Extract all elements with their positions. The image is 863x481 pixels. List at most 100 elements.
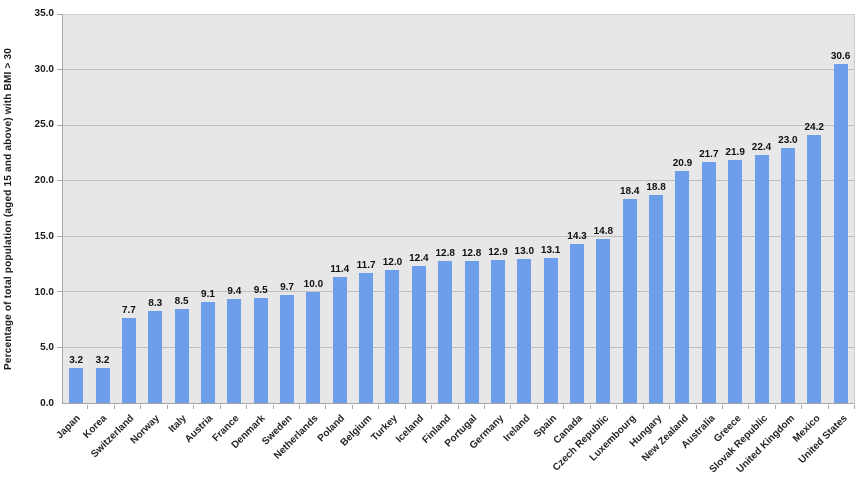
x-tick-cell [379, 405, 406, 409]
bar-column: 14.8 [590, 15, 616, 403]
bar-value-label: 20.9 [672, 158, 693, 170]
x-tick-cell [829, 405, 856, 409]
gridline [63, 180, 854, 182]
bar-value-label: 14.8 [593, 225, 614, 237]
y-tick-label: 15.0 [34, 230, 54, 242]
bar-value-label: 9.7 [280, 282, 294, 294]
bar [701, 162, 716, 403]
x-tick-cell [459, 405, 485, 409]
x-tick-cell [538, 405, 565, 409]
bar-column: 21.7 [696, 15, 722, 403]
x-tick-cell [511, 405, 538, 409]
x-tick-cell [115, 405, 142, 409]
bar-column: 20.9 [669, 15, 695, 403]
x-axis-tick-marks [62, 405, 856, 409]
bar-value-label: 24.2 [804, 121, 824, 133]
bar-column: 7.7 [116, 15, 142, 403]
bar [596, 238, 611, 403]
bar-column: 18.8 [643, 15, 669, 403]
bar [200, 302, 215, 403]
gridline [63, 69, 854, 71]
x-tick-cell [670, 405, 697, 409]
bar-value-label: 30.6 [830, 50, 851, 62]
y-tick-mark [57, 124, 62, 126]
x-tick-cell [485, 405, 512, 409]
x-tick-cell [723, 405, 750, 409]
y-tick-mark [57, 14, 62, 15]
bar-value-label: 9.5 [253, 284, 268, 296]
bar-column: 12.8 [432, 15, 458, 403]
bar [306, 292, 321, 403]
y-tick-mark [57, 69, 62, 71]
x-tick-cell [141, 405, 168, 409]
x-tick-cell [564, 405, 591, 409]
gridline [63, 291, 854, 293]
bar [121, 317, 136, 403]
bar-column: 21.9 [722, 15, 748, 403]
bar-column: 3.2 [63, 15, 89, 403]
bar [675, 171, 690, 403]
bar-value-label: 14.3 [567, 231, 587, 243]
bar-value-label: 12.4 [409, 252, 429, 264]
bar [570, 244, 584, 403]
bar-value-label: 3.2 [69, 354, 84, 366]
x-category-label: United States [796, 413, 850, 466]
bar-column: 12.0 [379, 15, 405, 403]
bar-column: 8.3 [142, 15, 168, 403]
x-tick-cell [697, 405, 723, 409]
x-tick-cell [353, 405, 380, 409]
x-tick-cell [432, 405, 459, 409]
bar-value-label: 18.8 [646, 181, 666, 193]
bar-value-label: 18.4 [619, 186, 640, 198]
bar-value-label: 12.8 [461, 248, 482, 260]
bar-column: 18.4 [617, 15, 643, 403]
bar [464, 261, 479, 403]
x-tick-cell [406, 405, 433, 409]
x-category-label: Ireland [501, 413, 533, 444]
x-tick-cell [247, 405, 274, 409]
bar-value-label: 9.4 [227, 285, 242, 297]
bar [148, 311, 163, 403]
y-tick-label: 25.0 [34, 119, 54, 131]
bar [780, 148, 795, 403]
bar-value-label: 23.0 [778, 135, 798, 147]
bar-column: 23.0 [775, 15, 801, 403]
bar-column: 9.4 [221, 15, 247, 403]
bar-series: 3.2 3.2 7.7 8.3 8.5 9.1 9.4 9.5 9.7 10.0 11.4 11.7 1… [63, 15, 854, 403]
bar-value-label: 13.1 [540, 244, 561, 256]
bar-value-label: 13.0 [514, 245, 535, 257]
y-tick-mark [57, 180, 62, 182]
y-axis-title: Percentage of total population (aged 15 … [0, 14, 16, 404]
y-tick-mark [57, 346, 62, 348]
bar-value-label: 21.7 [699, 149, 719, 161]
x-tick-cell [221, 405, 248, 409]
bar [95, 367, 110, 403]
bar [359, 273, 374, 403]
x-tick-cell [274, 405, 300, 409]
plot-area: 3.2 3.2 7.7 8.3 8.5 9.1 9.4 9.5 9.7 10.0 11.4 11.7 1… [57, 14, 855, 404]
x-tick-cell [802, 405, 829, 409]
x-category-label: Japan [54, 413, 83, 442]
bar-value-label: 8.3 [148, 298, 163, 309]
bar-column: 13.0 [511, 15, 537, 403]
bar [649, 194, 664, 403]
bar [517, 258, 532, 403]
bar-value-label: 11.7 [356, 260, 376, 272]
bar-value-label: 9.1 [201, 289, 215, 301]
bar [543, 257, 558, 403]
bar-value-label: 12.0 [382, 256, 403, 268]
bar-value-label: 10.0 [303, 279, 324, 291]
bar [332, 276, 347, 403]
x-tick-cell [168, 405, 195, 409]
bar [69, 367, 84, 403]
bar-value-label: 21.9 [725, 147, 745, 159]
bar-value-label: 11.4 [330, 263, 350, 275]
y-tick-mark [57, 235, 62, 237]
x-tick-cell [88, 405, 115, 409]
x-tick-cell [300, 405, 327, 409]
y-axis-tick-labels: 0.0 5.0 10.0 15.0 20.0 25.0 30.0 35.0 [16, 9, 58, 409]
bar [754, 154, 769, 403]
bar-column: 13.1 [537, 15, 563, 403]
bar [728, 160, 743, 403]
